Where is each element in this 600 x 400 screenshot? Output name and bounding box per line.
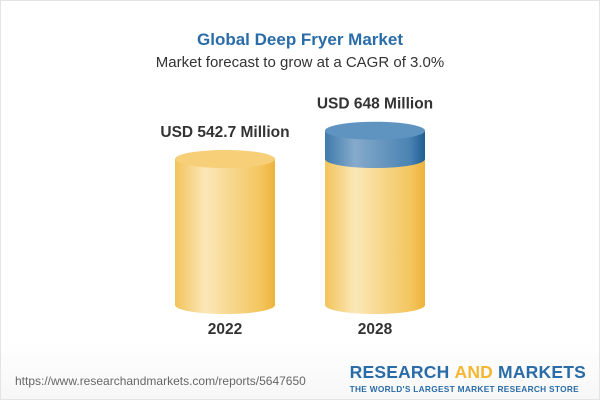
source-url[interactable]: https://www.researchandmarkets.com/repor… bbox=[15, 374, 306, 388]
category-label: 2022 bbox=[208, 321, 242, 338]
research-and-markets-logo: RESEARCH AND MARKETS THE WORLD'S LARGEST… bbox=[349, 362, 586, 394]
cylinder-2022-top bbox=[175, 150, 275, 169]
data-label: USD 542.7 Million bbox=[160, 124, 289, 141]
chart-title: Global Deep Fryer Market bbox=[197, 30, 403, 49]
data-label: USD 648 Million bbox=[317, 96, 433, 113]
cylinder-2028-growth-body bbox=[325, 130, 425, 169]
cylinder-2028-growth-top bbox=[325, 121, 425, 140]
cylinder-2022-body bbox=[175, 159, 275, 314]
chart-subtitle: Market forecast to grow at a CAGR of 3.0… bbox=[155, 54, 445, 71]
cylinder-2028-base-body bbox=[325, 159, 425, 314]
category-label: 2028 bbox=[358, 321, 393, 338]
